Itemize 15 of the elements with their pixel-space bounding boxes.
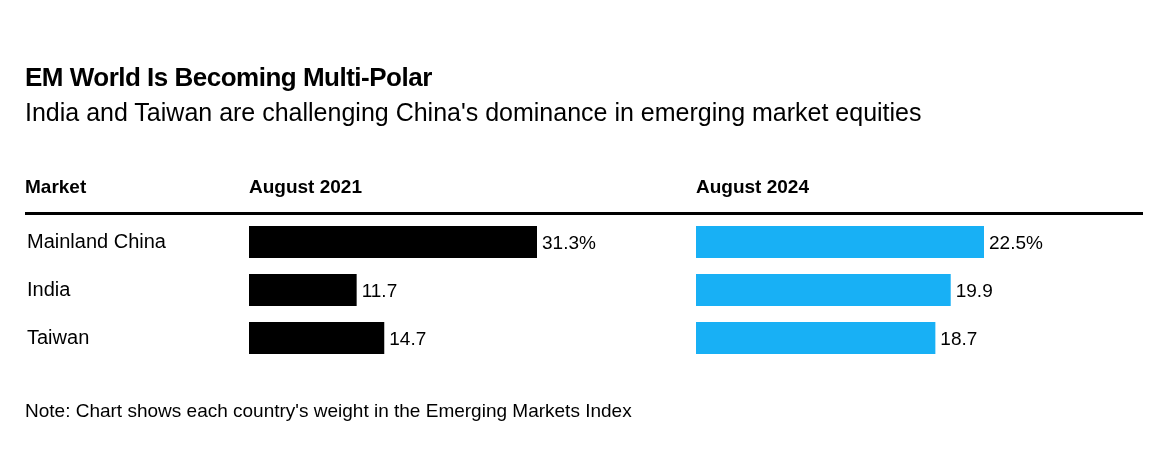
data-label: 31.3% xyxy=(542,231,596,253)
y-tick-label: India xyxy=(27,278,72,300)
data-label: 18.7 xyxy=(940,327,978,349)
data-label: 19.9 xyxy=(955,279,993,301)
chart-subtitle: India and Taiwan are challenging China's dominance in emerging market equities xyxy=(25,97,923,128)
y-tick-label: Mainland China xyxy=(27,230,167,252)
text: Note: Chart shows each country's weight in the Emerging Markets Index xyxy=(25,400,632,422)
data-label: 14.7 xyxy=(389,327,427,349)
y-tick-label: Taiwan xyxy=(27,326,90,348)
x-axis-title: August 2021 xyxy=(249,176,362,198)
y-axis-title: Market xyxy=(25,176,87,198)
chart-title: EM World Is Becoming Multi-Polar xyxy=(25,62,432,93)
x-axis-title: August 2024 xyxy=(696,176,809,198)
data-label: 22.5% xyxy=(989,231,1043,253)
data-label: 11.7 xyxy=(361,279,398,301)
